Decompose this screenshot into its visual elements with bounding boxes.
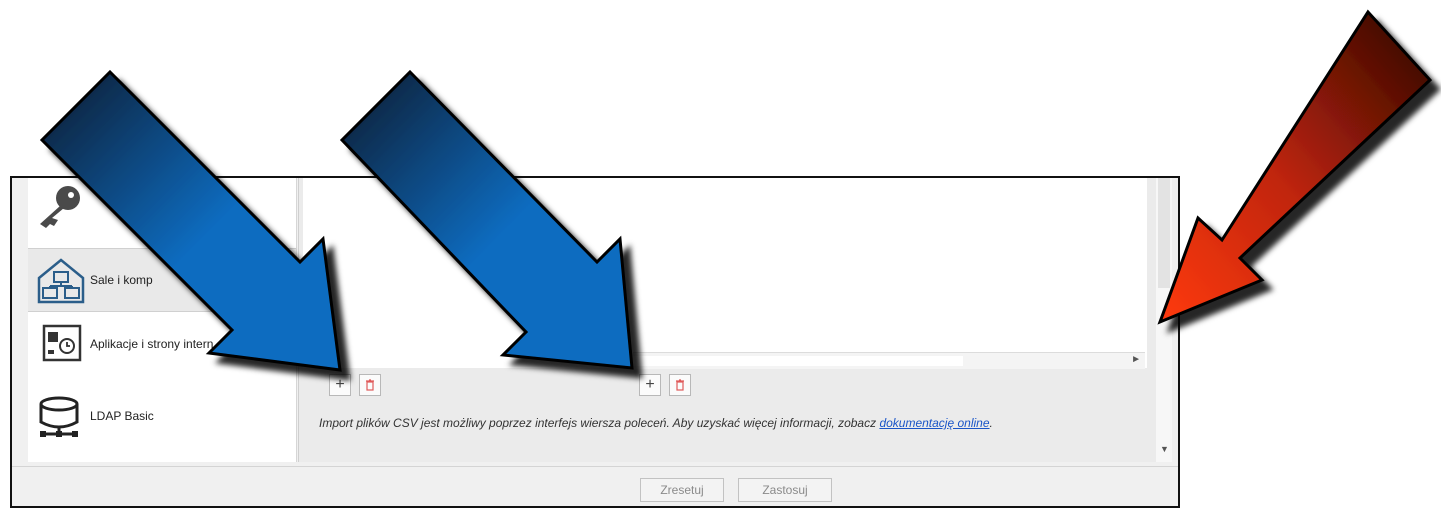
arrow-red-right bbox=[1157, 9, 1433, 325]
horizontal-scrollbar[interactable]: ► bbox=[633, 352, 1145, 369]
apply-button[interactable]: Zastosuj bbox=[738, 478, 832, 502]
sidebar-item-keys[interactable] bbox=[28, 178, 296, 232]
sidebar-item-label: Aplikacje i strony intern bbox=[90, 337, 214, 351]
key-icon bbox=[40, 186, 80, 228]
scrollbar-thumb[interactable] bbox=[633, 356, 963, 366]
trash-icon bbox=[366, 379, 374, 391]
content-panel: ► + + Import plików CSV jest możliwy pop… bbox=[298, 178, 1157, 462]
online-docs-link[interactable]: dokumentację online bbox=[879, 416, 990, 430]
scroll-right-icon[interactable]: ► bbox=[1131, 354, 1141, 365]
ldap-database-icon bbox=[39, 396, 79, 437]
note-end: . bbox=[989, 416, 993, 430]
network-rooms-icon bbox=[37, 258, 85, 304]
sidebar: Sale i komp Aplikacje i strony intern LD… bbox=[28, 178, 297, 462]
list-pane-left[interactable] bbox=[303, 178, 634, 368]
app-web-icon bbox=[42, 324, 82, 362]
sidebar-item-apps[interactable]: Aplikacje i strony intern bbox=[28, 312, 296, 376]
scrollbar-thumb[interactable] bbox=[1158, 178, 1170, 288]
add-left-button[interactable]: + bbox=[329, 374, 351, 396]
scroll-down-icon[interactable]: ▼ bbox=[1160, 444, 1169, 454]
sidebar-item-ldap[interactable]: LDAP Basic bbox=[28, 384, 296, 448]
footer-divider bbox=[12, 466, 1178, 467]
settings-window: Sale i komp Aplikacje i strony intern LD… bbox=[10, 176, 1180, 508]
sidebar-item-rooms[interactable]: Sale i komp bbox=[28, 248, 296, 312]
vertical-scrollbar[interactable]: ▼ bbox=[1156, 178, 1172, 462]
sidebar-item-label: LDAP Basic bbox=[90, 409, 154, 423]
csv-import-note: Import plików CSV jest możliwy poprzez i… bbox=[319, 416, 993, 430]
note-text: Import plików CSV jest możliwy poprzez i… bbox=[319, 416, 880, 430]
delete-right-button[interactable] bbox=[669, 374, 691, 396]
add-right-button[interactable]: + bbox=[639, 374, 661, 396]
reset-button[interactable]: Zresetuj bbox=[640, 478, 724, 502]
trash-icon bbox=[676, 379, 684, 391]
plus-icon: + bbox=[645, 376, 655, 393]
plus-icon: + bbox=[335, 376, 345, 393]
sidebar-item-label: Sale i komp bbox=[90, 273, 153, 287]
delete-left-button[interactable] bbox=[359, 374, 381, 396]
list-pane-right[interactable] bbox=[633, 178, 1147, 368]
